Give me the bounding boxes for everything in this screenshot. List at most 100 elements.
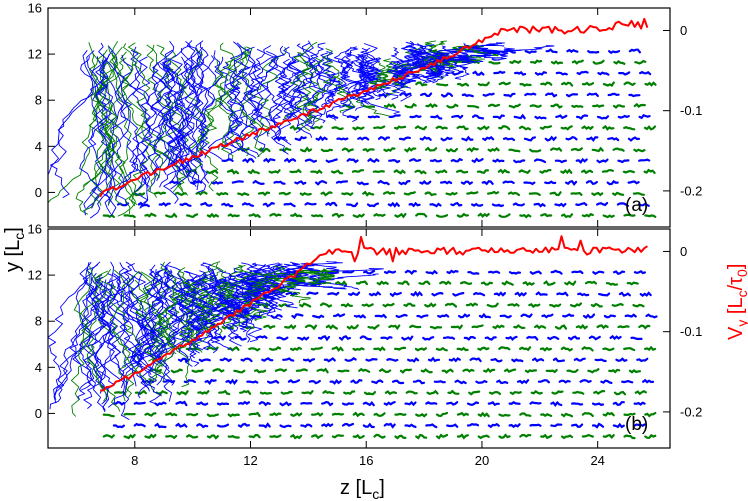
lattice-particle bbox=[404, 400, 417, 407]
trajectory bbox=[452, 45, 499, 57]
lattice-particle bbox=[248, 347, 261, 352]
trajectory bbox=[266, 281, 311, 304]
lattice-particle bbox=[497, 168, 510, 175]
panel-b-data bbox=[48, 235, 658, 440]
lattice-particle bbox=[575, 323, 588, 330]
lattice-particle bbox=[571, 402, 584, 406]
lattice-particle bbox=[472, 70, 485, 76]
lattice-particle bbox=[177, 357, 191, 363]
lattice-particle bbox=[462, 368, 475, 373]
lattice-particle bbox=[165, 212, 178, 218]
lattice-particle bbox=[231, 180, 244, 184]
lattice-particle bbox=[386, 357, 399, 362]
trajectory bbox=[297, 52, 333, 124]
lattice-particle bbox=[174, 191, 187, 197]
trajectory bbox=[75, 53, 113, 215]
lattice-particle bbox=[558, 379, 571, 384]
panel-a-data bbox=[48, 17, 657, 219]
lattice-particle bbox=[450, 324, 463, 330]
lattice-particle bbox=[488, 390, 502, 395]
lattice-particle bbox=[466, 191, 479, 195]
lattice-particle bbox=[446, 423, 459, 428]
right-axis-title: Vy [Lc/τ0] bbox=[725, 264, 748, 340]
lattice-particle bbox=[331, 169, 344, 175]
lattice-particle bbox=[379, 368, 392, 374]
lattice-particle bbox=[582, 313, 596, 319]
lattice-particle bbox=[394, 212, 407, 219]
lattice-particle bbox=[337, 369, 350, 373]
lattice-particle bbox=[273, 180, 286, 185]
lattice-particle bbox=[496, 379, 509, 385]
lattice-particle bbox=[420, 368, 433, 374]
lattice-particle bbox=[623, 81, 636, 87]
lattice-particle bbox=[368, 291, 381, 297]
lattice-particle bbox=[240, 357, 253, 363]
lattice-particle bbox=[316, 367, 329, 374]
lattice-particle bbox=[534, 324, 547, 330]
lattice-particle bbox=[539, 169, 552, 175]
lattice-particle bbox=[454, 379, 467, 385]
lattice-particle bbox=[285, 291, 298, 297]
lattice-particle bbox=[575, 157, 588, 164]
lattice-particle bbox=[170, 368, 183, 374]
lattice-particle bbox=[504, 368, 517, 374]
lattice-particle bbox=[487, 422, 500, 429]
lattice-particle bbox=[300, 423, 313, 429]
trajectory bbox=[222, 61, 257, 159]
lattice-particle bbox=[412, 379, 425, 385]
lattice-particle bbox=[295, 368, 308, 372]
lattice-particle bbox=[550, 269, 563, 275]
lattice-particle bbox=[644, 345, 657, 352]
lattice-particle bbox=[279, 147, 292, 153]
lattice-particle bbox=[556, 291, 569, 297]
lattice-particle bbox=[341, 192, 354, 197]
lattice-particle bbox=[508, 423, 521, 429]
lattice-particle bbox=[326, 114, 339, 119]
lattice-particle bbox=[632, 303, 645, 308]
lattice-particle bbox=[134, 389, 147, 396]
trajectory bbox=[78, 277, 129, 391]
trajectory bbox=[232, 279, 261, 317]
lattice-particle bbox=[551, 390, 564, 395]
y-tick-label: 12 bbox=[28, 268, 42, 283]
lattice-particle bbox=[441, 368, 454, 374]
lattice-particle bbox=[287, 379, 300, 384]
trajectory bbox=[199, 270, 242, 347]
lattice-particle bbox=[638, 158, 651, 162]
lattice-particle bbox=[206, 413, 219, 418]
lattice-particle bbox=[477, 434, 490, 440]
lattice-particle bbox=[540, 413, 553, 418]
lattice-particle bbox=[299, 302, 312, 308]
trajectory bbox=[70, 265, 100, 417]
trajectory bbox=[178, 50, 205, 174]
lattice-particle bbox=[477, 346, 490, 351]
trajectory bbox=[239, 46, 264, 158]
lattice-particle bbox=[509, 59, 522, 65]
lattice-particle bbox=[444, 302, 458, 308]
lattice-particle bbox=[561, 81, 574, 87]
lattice-particle bbox=[425, 423, 438, 429]
lattice-particle bbox=[304, 201, 317, 206]
lattice-particle bbox=[437, 313, 450, 319]
lattice-particle bbox=[570, 147, 583, 152]
lattice-particle bbox=[348, 291, 361, 297]
lattice-particle bbox=[351, 169, 365, 173]
lattice-particle bbox=[409, 324, 422, 329]
lattice-particle bbox=[424, 302, 437, 308]
lattice-particle bbox=[514, 71, 527, 76]
lattice-particle bbox=[394, 346, 407, 351]
trajectory bbox=[79, 42, 114, 215]
trajectory bbox=[257, 50, 292, 146]
x-tick-label: 8 bbox=[131, 453, 138, 468]
lattice-particle bbox=[468, 390, 481, 396]
trajectory bbox=[137, 270, 175, 386]
lattice-particle bbox=[564, 280, 577, 286]
lattice-particle bbox=[545, 48, 558, 54]
lattice-particle bbox=[523, 136, 536, 142]
lattice-particle bbox=[579, 379, 592, 384]
lattice-particle bbox=[477, 125, 490, 131]
lattice-particle bbox=[362, 190, 375, 197]
lattice-particle bbox=[186, 434, 199, 439]
lattice-particle bbox=[609, 334, 622, 341]
lattice-particle bbox=[227, 434, 240, 439]
